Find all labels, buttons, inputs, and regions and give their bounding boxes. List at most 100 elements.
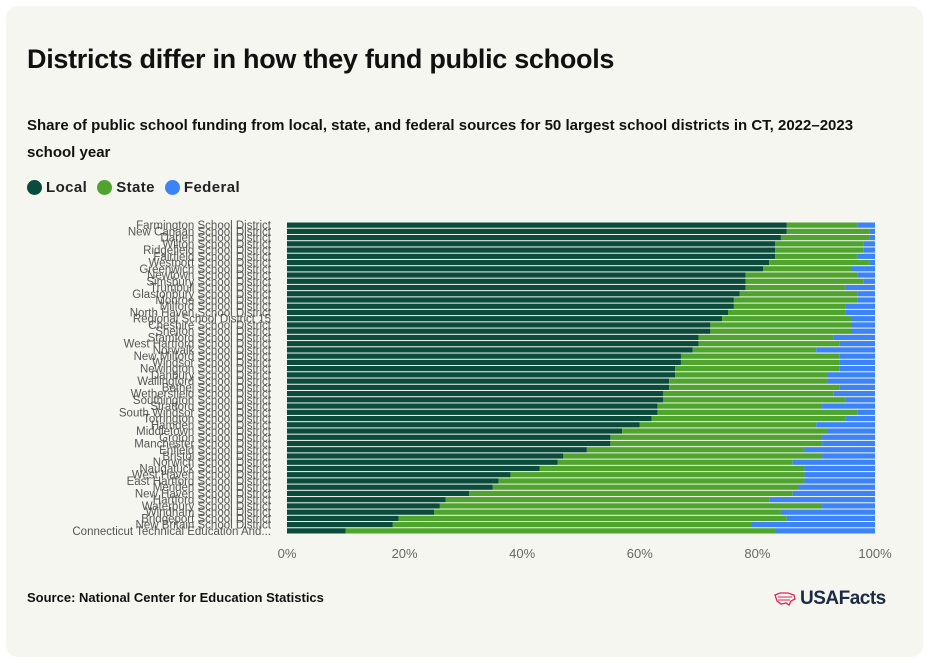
category-label: Enfield School District [159,445,272,457]
bar-segment-state [610,440,823,447]
bar-segment-local [287,453,564,459]
bar-segment-local [287,447,587,453]
category-label: West Hartford School District [124,339,272,351]
category-label: Ridgefield School District [143,245,272,257]
category-label: Newtown School District [147,270,272,282]
bar-segment-federal [863,241,875,247]
logo-text: USAFacts [800,588,886,609]
bar-segment-state [763,266,852,272]
bar-segment-state [392,522,752,528]
bar-segment-local [287,515,399,522]
category-label: East Hartford School District [127,476,272,488]
bar-segment-state [398,515,787,522]
page-title: Districts differ in how they fund public… [27,44,615,74]
legend-label-local: Local [46,179,88,196]
category-label: Glastonbury School District [132,289,271,301]
bar-segment-federal [786,515,875,522]
bar-segment-federal [751,522,875,528]
bar-segment-state [563,453,823,459]
x-tick-label: 80% [744,546,770,561]
category-label: Wethersfield School District [131,389,272,401]
bar-segment-federal [822,503,875,509]
bar-segment-federal [822,434,875,440]
bar-segment-local [287,428,623,434]
bar-segment-state [680,353,840,359]
category-label: Middletown School District [136,426,272,438]
bar-segment-state [439,503,823,509]
chart-subtitle: Share of public school funding from loca… [27,117,854,161]
category-label: Hartford School District [153,495,272,507]
legend-swatch-state [97,180,113,195]
bar-segment-federal [857,253,875,259]
bar-segment-state [692,347,817,353]
bar-segment-local [287,322,711,328]
bar-segment-state [651,415,846,422]
bar-segment-local [287,434,611,440]
category-label: Cheshire School District [148,320,272,332]
bar-segment-federal [845,284,875,291]
bar-segment-local [287,328,711,334]
bar-segment-federal [839,353,875,359]
bar-segment-local [287,334,699,341]
bar-segment-local [287,440,611,447]
bar-segment-federal [804,478,875,484]
bar-segment-state [663,390,834,397]
x-tick-label: 100% [858,546,892,561]
bar-segment-state [445,497,770,503]
bar-segment-federal [816,347,875,353]
category-label: Stratford School District [150,401,272,413]
bar-segment-local [287,284,746,291]
bar-segment-local [287,528,346,534]
bar-segment-local [287,353,681,359]
bar-segment-local [287,297,734,303]
category-label: Meriden School District [153,482,272,494]
bar-segment-state [698,341,840,347]
x-tick-label: 20% [392,546,418,561]
bar-segment-local [287,490,470,497]
bar-segment-federal [869,259,875,266]
category-label: Bridgeport School District [141,513,272,525]
category-label: Bristol School District [162,451,271,463]
category-label: New Haven School District [135,488,272,500]
category-label: Fairfield School District [153,251,271,263]
bar-segment-state [745,284,846,291]
bar-segment-federal [845,309,875,316]
bar-segment-federal [863,247,875,253]
bar-segment-state [586,447,805,453]
category-label: Darien School District [160,233,271,245]
category-label: Southington School District [133,395,272,407]
bar-segment-federal [827,428,875,434]
bar-segment-local [287,397,664,403]
bar-segment-state [669,378,828,384]
bar-segment-local [287,234,781,241]
bar-segment-local [287,366,676,372]
bar-segment-state [745,278,864,284]
x-tick-label: 60% [627,546,653,561]
bar-segment-state [728,309,846,316]
bar-segment-federal [780,509,875,515]
bar-segment-state [434,509,781,515]
bar-segment-federal [845,415,875,422]
bar-segment-federal [833,334,875,341]
bar-segment-state [639,422,817,428]
category-label: Connecticut Technical Education And... [72,526,271,538]
usafacts-logo: USAFacts [774,588,886,610]
bar-segment-local [287,403,658,409]
category-label: Windham School District [146,507,272,519]
category-label: Naugatuck School District [139,463,271,475]
bar-segment-local [287,497,446,503]
category-label: Regional School District 15 [133,314,271,326]
bar-segment-state [722,316,852,322]
bar-segment-local [287,472,511,478]
bar-segment-state [657,409,858,415]
bar-segment-local [287,484,493,490]
category-label: Greenwich School District [139,264,271,276]
category-label: Newington School District [140,364,272,376]
bar-segment-state [492,484,799,490]
bar-segment-local [287,259,770,266]
bar-segment-federal [845,303,875,309]
bar-segment-local [287,291,740,297]
bar-segment-state [745,272,858,278]
category-label: New Britain School District [136,520,272,532]
bar-segment-federal [845,397,875,403]
